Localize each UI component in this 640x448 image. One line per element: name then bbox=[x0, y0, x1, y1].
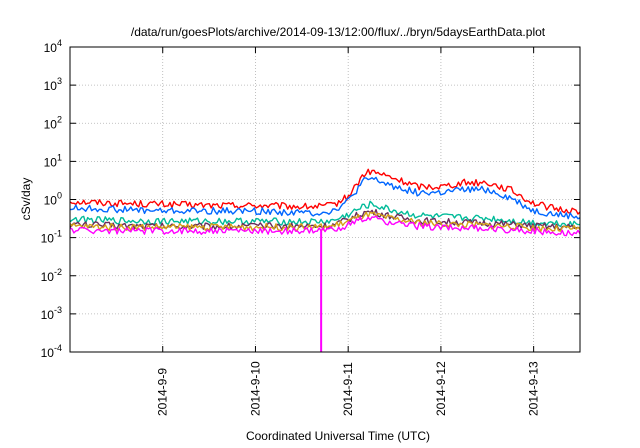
series-line bbox=[69, 208, 581, 231]
y-tick-label: 10-1 bbox=[41, 229, 62, 246]
y-axis-label: cSv/day bbox=[19, 178, 33, 221]
chart-title: /data/run/goesPlots/archive/2014-09-13/1… bbox=[131, 25, 546, 39]
grid-lines bbox=[70, 47, 580, 352]
y-tick-label: 10-4 bbox=[41, 343, 62, 360]
x-tick-label: 2014-9-13 bbox=[527, 361, 541, 416]
y-tick-label: 104 bbox=[44, 38, 62, 55]
x-tick-label: 2014-9-10 bbox=[248, 361, 262, 416]
y-tick-label: 103 bbox=[44, 76, 62, 93]
x-axis-label: Coordinated Universal Time (UTC) bbox=[246, 429, 430, 443]
series-line bbox=[69, 215, 581, 237]
series-line bbox=[69, 176, 581, 220]
y-tick-label: 101 bbox=[44, 152, 62, 169]
y-tick-label: 100 bbox=[44, 191, 62, 208]
y-tick-label: 10-2 bbox=[41, 267, 62, 284]
y-tick-label: 10-3 bbox=[41, 305, 62, 322]
x-axis-ticks: 2014-9-9 2014-9-10 2014-9-11 2014-9-12 2014-… bbox=[156, 47, 541, 416]
series-layer bbox=[69, 168, 581, 352]
y-tick-label: 102 bbox=[44, 114, 62, 131]
y-axis-ticks: 10-4 10-3 10-2 10-1 100 101 102 103 104 bbox=[41, 38, 580, 360]
series-line bbox=[69, 211, 581, 233]
series-line bbox=[69, 168, 581, 215]
x-tick-label: 2014-9-9 bbox=[156, 368, 170, 416]
x-tick-label: 2014-9-12 bbox=[434, 361, 448, 416]
x-tick-label: 2014-9-11 bbox=[341, 362, 355, 416]
